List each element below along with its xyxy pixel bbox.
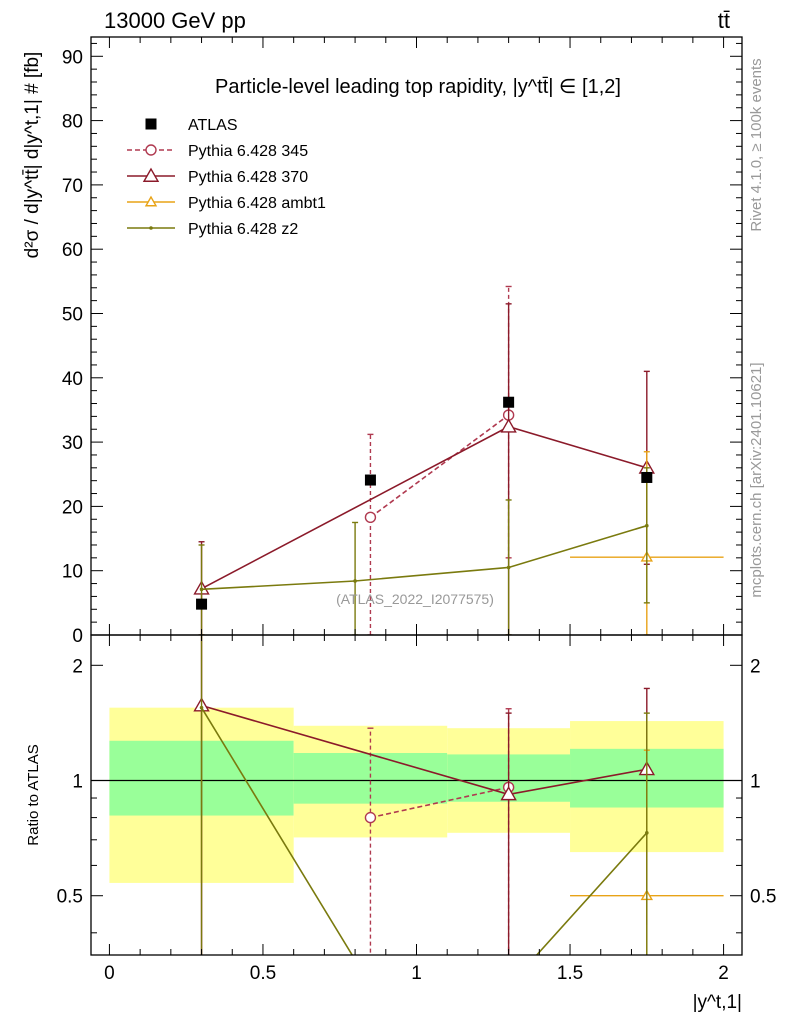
data-point <box>353 579 357 583</box>
series-line <box>201 425 648 590</box>
ratio-series-line <box>200 707 648 955</box>
series-line <box>201 524 648 591</box>
y-tick-label: 80 <box>62 112 83 133</box>
legend-marker <box>145 144 157 156</box>
process-label: tt̄ <box>718 8 730 33</box>
y-tick-label: 60 <box>62 240 83 261</box>
y-tick-label: 10 <box>62 562 83 583</box>
ratio-y-axis-label: Ratio to ATLAS <box>25 744 42 845</box>
data-point <box>199 587 204 592</box>
legend-entry: Pythia 6.428 345 <box>127 143 308 160</box>
x-tick-label: 2 <box>718 963 729 984</box>
y-tick-label: 50 <box>62 304 83 325</box>
data-point <box>364 474 376 486</box>
data-point <box>364 511 377 524</box>
series-line <box>369 414 510 518</box>
ratio-point <box>645 831 649 835</box>
y-tick-label: 90 <box>62 47 83 68</box>
analysis-watermark: (ATLAS_2022_I2077575) <box>336 591 494 607</box>
ratio-tick-label-right: 1 <box>750 772 761 793</box>
legend-marker <box>142 167 160 182</box>
legend-marker <box>144 195 158 207</box>
legend-label: Pythia 6.428 370 <box>188 169 308 186</box>
legend-marker <box>145 118 157 130</box>
legend-entry: Pythia 6.428 370 <box>127 167 308 186</box>
y-tick-label: 40 <box>62 369 83 390</box>
x-axis-label: |y^t,1| <box>693 992 742 1013</box>
ratio-tick-label: 1 <box>72 772 83 793</box>
data-point <box>503 396 515 408</box>
legend-entry: ATLAS <box>145 117 238 134</box>
legend-label: Pythia 6.428 345 <box>188 143 308 160</box>
x-tick-label: 0 <box>104 963 115 984</box>
legend-entry: Pythia 6.428 ambt1 <box>127 195 326 212</box>
x-tick-label: 1.5 <box>557 963 583 984</box>
legend: ATLAS Pythia 6.428 345 Pythia 6.428 370 Pyt… <box>127 117 326 238</box>
ratio-tick-label-right: 0.5 <box>750 887 776 908</box>
mcplots-label: mcplots.cern.ch [arXiv:2401.10621] <box>748 362 765 597</box>
ratio-tick-label: 2 <box>72 656 83 677</box>
ratio-plot-area <box>193 635 724 955</box>
legend-label: Pythia 6.428 z2 <box>188 221 298 238</box>
legend-entry: Pythia 6.428 z2 <box>127 221 298 238</box>
y-tick-label: 70 <box>62 176 83 197</box>
ratio-point <box>199 705 204 710</box>
data-point <box>641 471 653 483</box>
legend-marker <box>149 226 153 230</box>
legend-label: Pythia 6.428 ambt1 <box>188 195 326 212</box>
data-point <box>506 565 511 570</box>
x-tick-label: 1 <box>411 963 422 984</box>
ratio-tick-label: 0.5 <box>57 887 83 908</box>
y-tick-label: 30 <box>62 433 83 454</box>
legend-label: ATLAS <box>188 117 238 134</box>
ratio-point <box>500 785 517 801</box>
chart-title: Particle-level leading top rapidity, |y^… <box>215 76 621 98</box>
data-point <box>196 598 208 610</box>
data-point <box>645 523 649 528</box>
main-plot-area <box>193 285 724 635</box>
data-point <box>500 418 517 433</box>
energy-label: 13000 GeV pp <box>104 8 246 33</box>
x-tick-label: 0.5 <box>250 963 276 984</box>
y-tick-label: 20 <box>62 497 83 518</box>
y-axis-label: d²σ / d|y^tt̄| d|y^t,1| # [fb] <box>22 52 43 259</box>
rivet-label: Rivet 4.1.0, ≥ 100k events <box>748 58 765 231</box>
y-tick-label: 0 <box>72 626 83 647</box>
ratio-uncertainty-bands <box>91 707 742 883</box>
ratio-point <box>364 811 377 824</box>
ratio-tick-label-right: 2 <box>750 656 761 677</box>
